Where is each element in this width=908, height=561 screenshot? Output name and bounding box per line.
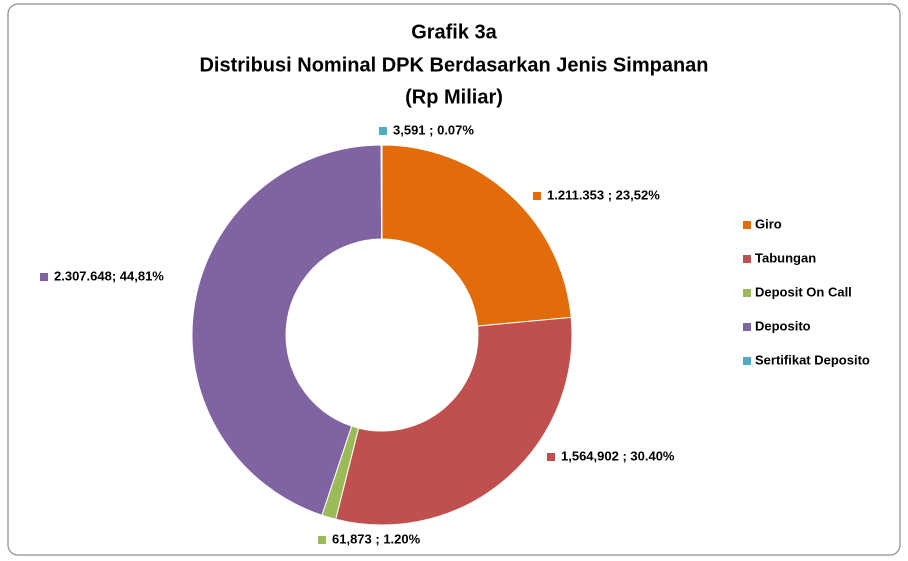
donut-slice: [380, 144, 383, 240]
data-label: 1,564,902 ; 30.40%: [561, 448, 675, 463]
legend-marker: [743, 255, 751, 263]
data-label: 3,591 ; 0.07%: [393, 122, 474, 137]
legend-label: Sertifikat Deposito: [755, 352, 870, 367]
legend-marker: [743, 289, 751, 297]
legend-label: Giro: [755, 216, 782, 231]
donut-slice: [381, 144, 572, 327]
label-marker: [379, 127, 387, 135]
data-label: 2.307.648; 44,81%: [54, 268, 164, 283]
legend-label: Deposito: [755, 318, 811, 333]
legend-label: Tabungan: [755, 250, 816, 265]
label-marker: [318, 536, 326, 544]
label-marker: [547, 453, 555, 461]
label-marker: [533, 192, 541, 200]
chart-title: Grafik 3a: [411, 21, 497, 43]
legend-marker: [743, 323, 751, 331]
chart-title: Distribusi Nominal DPK Berdasarkan Jenis…: [199, 54, 708, 76]
data-label: 1.211.353 ; 23,52%: [547, 187, 660, 202]
data-label: 61,873 ; 1.20%: [332, 531, 421, 546]
donut-slice: [335, 316, 573, 526]
legend-marker: [743, 357, 751, 365]
legend-label: Deposit On Call: [755, 284, 852, 299]
chart-title: (Rp Miliar): [405, 86, 503, 108]
donut-slice: [191, 144, 383, 516]
label-marker: [40, 273, 48, 281]
legend-marker: [743, 221, 751, 229]
